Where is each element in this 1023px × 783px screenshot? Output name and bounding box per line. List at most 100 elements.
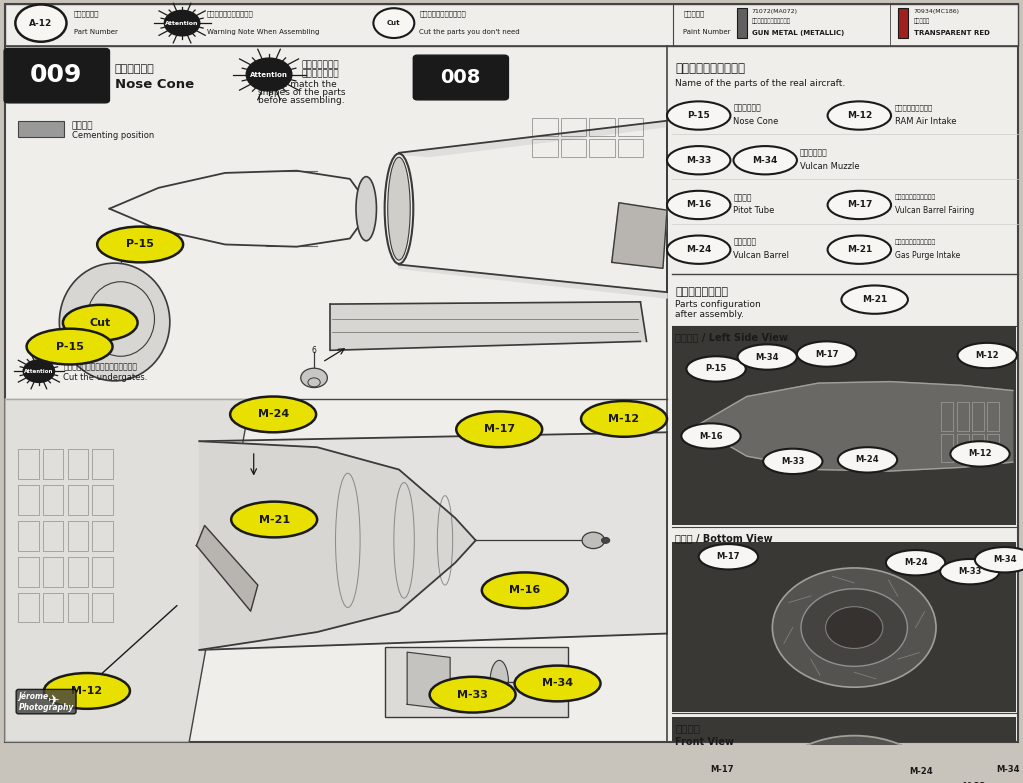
Text: Cut the parts you don't need: Cut the parts you don't need — [419, 29, 520, 35]
Text: バルカン砲口: バルカン砲口 — [800, 148, 828, 157]
FancyBboxPatch shape — [4, 49, 109, 103]
Ellipse shape — [958, 343, 1017, 368]
Text: P-15: P-15 — [706, 364, 726, 373]
Circle shape — [164, 9, 201, 37]
Text: 組み立ての際の注意点／: 組み立ての際の注意点／ — [207, 11, 254, 17]
Circle shape — [602, 537, 610, 543]
Ellipse shape — [681, 424, 741, 449]
Text: M-34: M-34 — [542, 679, 573, 688]
Text: shapes of the parts: shapes of the parts — [258, 88, 346, 97]
Text: M-33: M-33 — [457, 690, 488, 700]
Circle shape — [772, 568, 936, 687]
Circle shape — [793, 758, 916, 783]
Ellipse shape — [891, 759, 950, 783]
Ellipse shape — [667, 191, 730, 219]
Text: before assembling.: before assembling. — [258, 96, 345, 105]
FancyBboxPatch shape — [5, 4, 1018, 46]
Text: バルカン砲: バルカン砲 — [733, 238, 757, 247]
Text: パーツ番号／: パーツ番号／ — [74, 11, 99, 17]
FancyBboxPatch shape — [737, 8, 747, 38]
Text: after assembly.: after assembly. — [675, 310, 744, 319]
Text: 正面図／: 正面図／ — [675, 723, 700, 733]
Text: TRANSPARENT RED: TRANSPARENT RED — [914, 30, 989, 36]
Circle shape — [762, 736, 946, 783]
Ellipse shape — [388, 157, 410, 260]
Text: Jérome
Photography: Jérome Photography — [18, 691, 74, 712]
Text: Paint Number: Paint Number — [683, 29, 730, 35]
Circle shape — [826, 607, 883, 648]
Polygon shape — [612, 203, 667, 269]
Text: ノーズコーン: ノーズコーン — [115, 63, 154, 74]
Ellipse shape — [944, 774, 1004, 783]
Polygon shape — [696, 381, 1013, 471]
Polygon shape — [196, 525, 258, 612]
Text: P-15: P-15 — [687, 111, 710, 120]
Text: Nose Cone: Nose Cone — [115, 78, 193, 92]
Text: 透明レッド: 透明レッド — [914, 18, 930, 23]
Circle shape — [246, 57, 293, 92]
FancyBboxPatch shape — [672, 542, 1016, 712]
FancyBboxPatch shape — [672, 717, 1016, 742]
Text: M-33: M-33 — [959, 567, 981, 576]
Polygon shape — [330, 302, 647, 350]
Text: M-34: M-34 — [996, 765, 1019, 774]
Text: P-15: P-15 — [55, 341, 84, 352]
FancyBboxPatch shape — [898, 8, 908, 38]
Text: M-24: M-24 — [908, 767, 933, 776]
Text: Name of the parts of the real aircraft.: Name of the parts of the real aircraft. — [675, 79, 845, 88]
Text: Vulcan Barrel: Vulcan Barrel — [733, 251, 790, 260]
FancyBboxPatch shape — [672, 327, 1016, 525]
Text: 009: 009 — [30, 63, 83, 87]
Text: Gas Purge Intake: Gas Purge Intake — [895, 251, 961, 260]
Ellipse shape — [356, 177, 376, 240]
Ellipse shape — [841, 286, 908, 314]
Ellipse shape — [940, 559, 999, 584]
Ellipse shape — [828, 236, 891, 264]
Text: M-12: M-12 — [975, 351, 999, 360]
Text: Warning Note When Assembling: Warning Note When Assembling — [207, 29, 319, 35]
Text: 70934(MC186): 70934(MC186) — [914, 9, 960, 14]
Circle shape — [801, 589, 907, 666]
Text: M-12: M-12 — [72, 686, 102, 696]
Ellipse shape — [667, 146, 730, 175]
Text: バルカン砲フェアリング: バルカン砲フェアリング — [895, 195, 936, 200]
Text: 接着位置: 接着位置 — [72, 121, 93, 131]
Ellipse shape — [581, 401, 667, 437]
Ellipse shape — [59, 263, 170, 381]
Text: M-24: M-24 — [903, 558, 928, 567]
Ellipse shape — [63, 305, 137, 341]
Ellipse shape — [975, 547, 1023, 572]
Ellipse shape — [828, 191, 891, 219]
Ellipse shape — [97, 226, 183, 262]
Text: Cut: Cut — [387, 20, 401, 26]
Circle shape — [15, 5, 66, 41]
Text: M-33: M-33 — [963, 782, 985, 783]
Ellipse shape — [886, 550, 945, 576]
Text: 下面図 / Bottom View: 下面図 / Bottom View — [675, 533, 772, 543]
Text: M-34: M-34 — [993, 555, 1016, 565]
Ellipse shape — [950, 442, 1010, 467]
Ellipse shape — [490, 660, 508, 704]
Text: Attention: Attention — [25, 369, 53, 373]
Text: ラムエアインテーク: ラムエアインテーク — [895, 105, 933, 111]
Text: 塗料番号／: 塗料番号／ — [683, 11, 705, 17]
Text: P-15: P-15 — [126, 240, 154, 250]
Ellipse shape — [828, 101, 891, 130]
Ellipse shape — [733, 146, 797, 175]
Text: アンダーゲートを切り落とします。: アンダーゲートを切り落とします。 — [63, 363, 137, 371]
Ellipse shape — [686, 356, 746, 381]
Text: ✈: ✈ — [47, 694, 59, 708]
Text: 左側面図 / Left Side View: 左側面図 / Left Side View — [675, 332, 788, 342]
Text: M-16: M-16 — [509, 586, 540, 595]
FancyBboxPatch shape — [18, 121, 64, 137]
FancyBboxPatch shape — [385, 647, 568, 717]
Circle shape — [582, 532, 605, 549]
Ellipse shape — [763, 449, 822, 474]
Text: M-21: M-21 — [862, 295, 887, 304]
Text: M-17: M-17 — [815, 349, 838, 359]
Text: M-12: M-12 — [609, 414, 639, 424]
Ellipse shape — [515, 666, 601, 702]
Text: M-17: M-17 — [711, 765, 733, 774]
Ellipse shape — [27, 329, 113, 364]
Text: M-17: M-17 — [847, 200, 872, 210]
